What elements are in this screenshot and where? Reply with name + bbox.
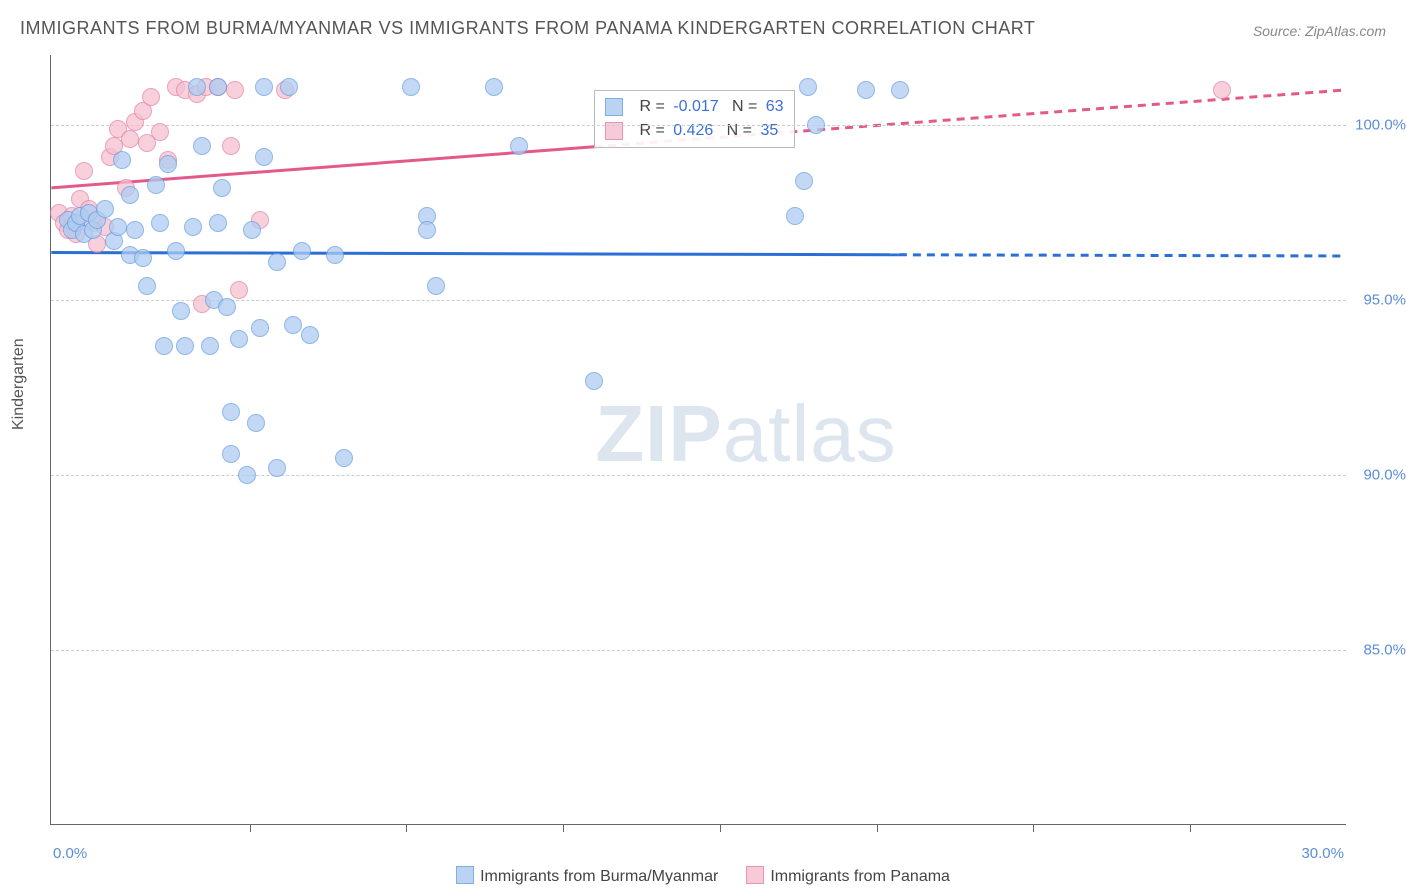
point-series-a: [218, 298, 236, 316]
point-series-b: [1213, 81, 1231, 99]
trend-lines-layer: [51, 55, 1346, 824]
point-series-b: [222, 137, 240, 155]
x-tick: [1190, 824, 1191, 832]
point-series-a: [301, 326, 319, 344]
point-series-a: [230, 330, 248, 348]
point-series-a: [188, 78, 206, 96]
point-series-a: [113, 151, 131, 169]
point-series-a: [255, 78, 273, 96]
x-tick: [563, 824, 564, 832]
y-tick-label: 90.0%: [1363, 467, 1406, 484]
point-series-b: [121, 130, 139, 148]
stats-legend-box: R = -0.017 N = 63R = 0.426 N = 35: [594, 90, 794, 148]
legend-item-a: Immigrants from Burma/Myanmar: [456, 866, 718, 886]
point-series-a: [335, 449, 353, 467]
point-series-a: [247, 414, 265, 432]
point-series-a: [134, 249, 152, 267]
point-series-a: [172, 302, 190, 320]
bottom-legend: Immigrants from Burma/Myanmar Immigrants…: [0, 866, 1406, 886]
point-series-b: [226, 81, 244, 99]
point-series-a: [799, 78, 817, 96]
square-swatch-icon: [746, 866, 764, 884]
point-series-a: [201, 337, 219, 355]
point-series-a: [193, 137, 211, 155]
point-series-a: [121, 186, 139, 204]
point-series-a: [209, 214, 227, 232]
x-tick-label-max: 30.0%: [1301, 845, 1344, 862]
point-series-a: [159, 155, 177, 173]
point-series-b: [142, 88, 160, 106]
point-series-a: [243, 221, 261, 239]
trend-line: [899, 255, 1346, 256]
x-tick-label-min: 0.0%: [53, 845, 87, 862]
point-series-a: [795, 172, 813, 190]
point-series-a: [238, 466, 256, 484]
point-series-a: [268, 253, 286, 271]
gridline: [51, 125, 1346, 126]
y-tick-label: 85.0%: [1363, 642, 1406, 659]
point-series-a: [126, 221, 144, 239]
x-tick: [406, 824, 407, 832]
point-series-a: [857, 81, 875, 99]
point-series-a: [326, 246, 344, 264]
point-series-a: [891, 81, 909, 99]
y-tick-label: 100.0%: [1355, 117, 1406, 134]
point-series-a: [251, 319, 269, 337]
point-series-b: [151, 123, 169, 141]
square-swatch-icon: [456, 866, 474, 884]
point-series-a: [427, 277, 445, 295]
legend-item-b: Immigrants from Panama: [746, 866, 950, 886]
gridline: [51, 300, 1346, 301]
stats-row-text: R = -0.017 N = 63: [639, 95, 783, 119]
point-series-a: [96, 200, 114, 218]
x-tick: [877, 824, 878, 832]
gridline: [51, 650, 1346, 651]
point-series-b: [230, 281, 248, 299]
legend-b-label: Immigrants from Panama: [770, 868, 950, 885]
y-tick-label: 95.0%: [1363, 292, 1406, 309]
point-series-a: [786, 207, 804, 225]
stats-row: R = -0.017 N = 63: [605, 95, 783, 119]
page-title: IMMIGRANTS FROM BURMA/MYANMAR VS IMMIGRA…: [20, 18, 1035, 39]
point-series-a: [167, 242, 185, 260]
point-series-a: [255, 148, 273, 166]
x-tick: [720, 824, 721, 832]
point-series-a: [138, 277, 156, 295]
point-series-a: [280, 78, 298, 96]
point-series-a: [585, 372, 603, 390]
point-series-a: [510, 137, 528, 155]
point-series-a: [222, 403, 240, 421]
square-swatch-icon: [605, 98, 623, 116]
point-series-a: [213, 179, 231, 197]
point-series-a: [184, 218, 202, 236]
point-series-a: [109, 218, 127, 236]
point-series-a: [147, 176, 165, 194]
x-tick: [250, 824, 251, 832]
point-series-a: [807, 116, 825, 134]
source-label: Source: ZipAtlas.com: [1253, 23, 1386, 39]
point-series-a: [293, 242, 311, 260]
stats-row-text: R = 0.426 N = 35: [639, 119, 778, 143]
point-series-a: [176, 337, 194, 355]
y-axis-label: Kindergarten: [10, 338, 28, 430]
point-series-a: [155, 337, 173, 355]
point-series-a: [209, 78, 227, 96]
point-series-a: [151, 214, 169, 232]
point-series-a: [485, 78, 503, 96]
point-series-a: [402, 78, 420, 96]
point-series-a: [222, 445, 240, 463]
point-series-a: [268, 459, 286, 477]
point-series-a: [284, 316, 302, 334]
legend-a-label: Immigrants from Burma/Myanmar: [480, 868, 718, 885]
x-tick: [1033, 824, 1034, 832]
point-series-b: [75, 162, 93, 180]
point-series-a: [418, 221, 436, 239]
stats-row: R = 0.426 N = 35: [605, 119, 783, 143]
scatter-plot: ZIPatlas R = -0.017 N = 63R = 0.426 N = …: [50, 55, 1346, 825]
